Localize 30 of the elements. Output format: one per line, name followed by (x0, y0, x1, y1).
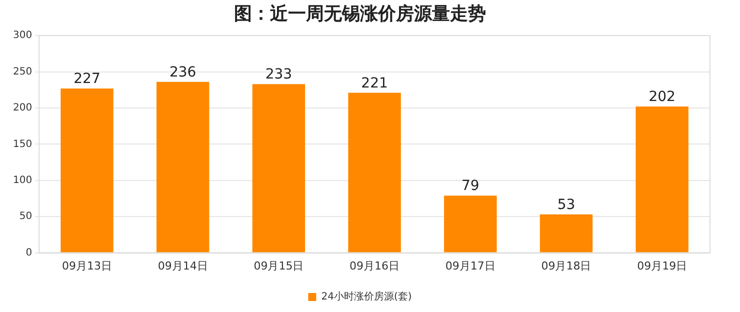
data-label: 227 (74, 71, 100, 88)
bar (156, 82, 210, 252)
data-label: 53 (557, 197, 576, 214)
y-tick-label: 150 (12, 138, 32, 150)
bar (348, 92, 401, 252)
y-tick-label: 300 (12, 30, 32, 42)
y-tick-label: 250 (12, 66, 32, 78)
y-tick-label: 200 (12, 102, 32, 114)
data-label: 221 (361, 75, 388, 92)
data-label: 202 (648, 89, 676, 106)
chart-title: 图：近一周无锡涨价房源量走势 (234, 3, 486, 24)
bar (636, 106, 688, 252)
x-tick-label: 09月13日 (62, 259, 112, 272)
x-tick-label: 09月14日 (158, 259, 208, 272)
data-label: 236 (169, 64, 196, 81)
y-tick-label: 50 (19, 211, 32, 222)
y-tick-label: 100 (12, 174, 32, 186)
x-tick-label: 09月17日 (445, 259, 496, 272)
x-tick-label: 09月15日 (254, 259, 304, 272)
data-label: 233 (265, 66, 292, 83)
y-tick-label: 0 (26, 247, 32, 258)
legend-label: 24小时涨价房源(套) (321, 290, 412, 303)
bar (444, 196, 497, 252)
x-tick-label: 09月18日 (541, 259, 592, 272)
bar (252, 84, 306, 252)
bar (60, 88, 114, 252)
x-tick-label: 09月19日 (637, 259, 688, 272)
data-label: 79 (461, 178, 480, 194)
x-tick-label: 09月16日 (350, 259, 400, 272)
bar (540, 214, 593, 252)
